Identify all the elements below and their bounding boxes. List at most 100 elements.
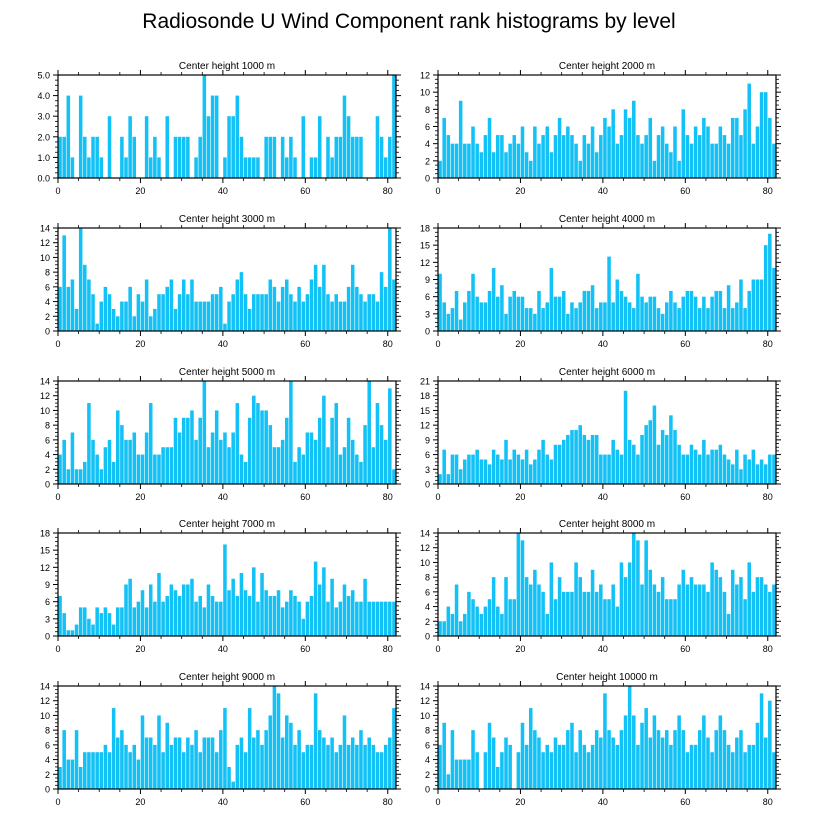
bar [673,302,677,331]
bar [252,567,256,636]
bar [107,613,112,636]
bar [132,136,137,178]
bar [623,296,628,331]
bar [260,573,264,636]
bar [693,449,698,484]
bar [148,316,153,331]
bar [268,595,273,636]
bar [388,136,392,178]
x-tick-label: 20 [135,492,145,502]
bar [210,737,215,789]
bar [586,290,591,331]
bar [346,116,351,178]
bar [570,430,574,484]
bar [553,444,558,484]
bar [508,599,512,636]
bar [256,294,260,331]
bar [463,759,467,789]
bar [87,157,91,178]
bar [367,737,371,789]
bar [392,469,396,484]
chart-panel-4: Center height 4000 m 0 3 6 9 12 15 18 0 20 40 60 80 [420,214,781,349]
bar [524,744,529,789]
bar [685,752,690,789]
bar [673,599,677,636]
bar [714,290,718,331]
bar [545,302,549,331]
bar [644,540,648,636]
bar [83,607,87,636]
bar [227,301,231,331]
bar [627,439,632,484]
bar [594,434,599,484]
y-tick-label: 10 [40,406,50,416]
bar [173,590,178,636]
bar [346,286,351,331]
bar [111,624,116,636]
bar [772,268,776,331]
bar [681,569,686,636]
bar [467,290,471,331]
x-tick-label: 20 [135,339,145,349]
x-tick-label: 20 [515,186,525,196]
bar [640,434,644,484]
figure-title: Radiosonde U Wind Component rank histogr… [142,10,676,33]
bar [124,157,128,178]
bar [599,454,603,484]
bar [681,296,686,331]
bar [272,136,277,178]
bar [636,540,640,636]
bar [165,722,169,789]
bar [763,584,768,636]
bar [619,135,624,178]
bar [743,308,747,331]
bar [479,613,484,636]
bar [685,135,690,178]
bar [186,417,190,484]
x-tick-label: 60 [680,339,690,349]
bar [276,447,281,484]
bar [553,296,558,331]
bar [586,143,591,178]
bar [751,744,756,789]
x-tick-label: 0 [55,186,60,196]
bar [210,595,215,636]
bar [665,143,669,178]
chart-panel-7: Center height 7000 m 0 3 6 9 12 15 18 0 20 40 60 80 [40,519,401,654]
bar [632,533,636,636]
bar [755,279,760,331]
bar [669,744,673,789]
bar [619,562,624,636]
bar [239,136,244,178]
bar [313,693,318,789]
bar [392,75,396,178]
bar [355,136,359,178]
bar [136,759,141,789]
bar [772,584,776,636]
bar [95,136,99,178]
bar [590,569,595,636]
bar [702,584,706,636]
bar [524,577,529,636]
bar [256,601,260,636]
bar [533,313,537,331]
bar [62,235,66,331]
bar [388,601,392,636]
bar [83,752,87,789]
bar [350,136,355,178]
x-tick-label: 60 [680,186,690,196]
bar [165,286,169,331]
bar [334,752,338,789]
x-tick-label: 60 [680,644,690,654]
x-tick-label: 60 [300,492,310,502]
bar [280,439,285,484]
bar [198,752,202,789]
bar [116,737,120,789]
bar [524,152,529,178]
bar [223,157,227,178]
bar [239,573,244,636]
bar [623,577,628,636]
bar [223,432,227,484]
bar [128,752,132,789]
bar [247,708,252,789]
